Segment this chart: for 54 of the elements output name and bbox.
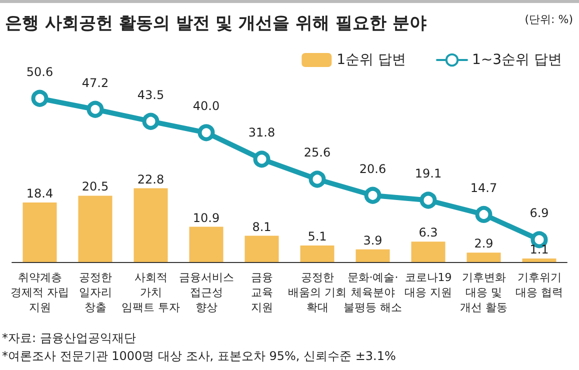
- x-tick-label: 기후위기 대응 협력: [516, 271, 563, 299]
- data-label: 8.1: [252, 220, 272, 234]
- data-label: 10.9: [192, 210, 220, 225]
- point: [86, 100, 104, 118]
- bar: [356, 249, 390, 262]
- bar: [134, 188, 168, 262]
- data-label: 14.7: [470, 180, 498, 195]
- data-label: 20.5: [82, 180, 109, 194]
- point: [364, 186, 382, 204]
- point: [198, 124, 215, 142]
- bar: [466, 252, 501, 262]
- data-label: 20.6: [359, 162, 386, 176]
- point: [142, 112, 160, 130]
- data-label: 50.6: [26, 64, 54, 79]
- data-label: 19.1: [414, 166, 442, 181]
- text: *여론조사 전문기관 1000명 대상 조사, 표본오차 95%, 신뢰수준 ±3.1%: [2, 349, 396, 363]
- bar: [189, 226, 224, 262]
- bar: [244, 236, 279, 262]
- data-label: 25.6: [304, 146, 331, 160]
- bar: [411, 242, 446, 262]
- x-tick-label: 기후변화 대응 및 개선 활동: [460, 271, 508, 314]
- bar: [522, 258, 556, 262]
- point: [253, 150, 270, 168]
- bar: [300, 246, 334, 262]
- point: [308, 170, 326, 188]
- data-label: 6.9: [530, 206, 549, 220]
- data-label: 5.1: [308, 230, 327, 244]
- point: [31, 90, 48, 107]
- text: (단위: %): [524, 13, 574, 26]
- legend-label: 1순위 답변: [336, 52, 406, 68]
- bar: [78, 196, 112, 262]
- point: [475, 206, 492, 223]
- bar: [22, 202, 57, 262]
- text: *자료: 금융산업공익재단: [2, 331, 136, 345]
- chart-title: 은행 사회공헌 활동의 발전 및 개선을 위해 필요한 분야: [5, 14, 426, 34]
- x-tick-label: 취약계층 경제적 자립 지원: [10, 271, 69, 314]
- data-label: 43.5: [137, 88, 164, 102]
- x-tick-label: 공정한 일자리 창출: [78, 271, 112, 314]
- data-label: 3.9: [363, 233, 382, 248]
- legend-label: 1~3순위 답변: [472, 52, 562, 68]
- data-label: 1.1: [530, 242, 549, 256]
- x-tick-label: 문화·예술· 체육분야 불평등 해소: [344, 271, 402, 314]
- data-label: 40.0: [192, 99, 220, 114]
- data-label: 2.9: [474, 236, 494, 251]
- point: [420, 192, 437, 209]
- x-tick-label: 금융 교육 지원: [250, 271, 273, 314]
- data-label: 18.4: [26, 186, 54, 201]
- data-label: 22.8: [137, 172, 164, 186]
- x-tick-label: 코로나19 대응 지원: [404, 271, 452, 299]
- data-label: 47.2: [82, 76, 109, 90]
- x-tick-label: 금융서비스 접근성 향상: [178, 271, 234, 314]
- x-tick-label: 사회적 가치 임팩트 투자: [122, 271, 180, 314]
- data-label: 31.8: [248, 126, 276, 140]
- data-label: 6.3: [418, 226, 438, 240]
